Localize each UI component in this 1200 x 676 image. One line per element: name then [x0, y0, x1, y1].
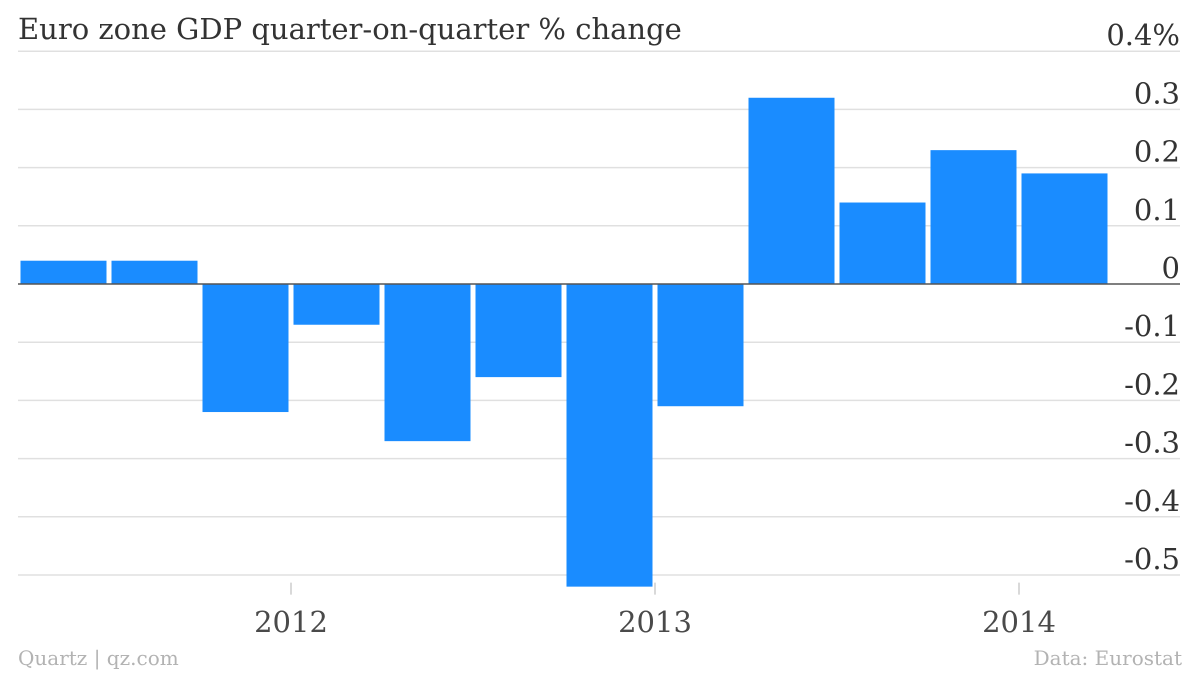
y-tick-label: -0.4: [1124, 484, 1180, 518]
data-source: Data: Eurostat: [1033, 646, 1182, 670]
bar-q3-2012: [384, 284, 471, 442]
x-tick-label: 2014: [982, 605, 1056, 639]
x-tick-label: 2013: [618, 605, 692, 639]
y-tick-label: 0.1: [1134, 193, 1180, 227]
axes: 0.4% 0.3 0.2 0.1 0 -0.1 -0.2 -0.3 -0.4 -0.5 2012 20…: [18, 18, 1180, 639]
bar-q3-2013: [748, 97, 835, 284]
bar-q2-2012: [293, 284, 380, 325]
bar-q2-2013: [657, 284, 744, 407]
y-tick-label: -0.2: [1124, 367, 1180, 401]
bar-q4-2011: [111, 260, 198, 284]
bar-q1-2012: [202, 284, 289, 413]
bar-q4-2013: [839, 202, 926, 284]
chart-title: Euro zone GDP quarter-on-quarter % chang…: [18, 12, 682, 46]
y-tick-label: 0.4%: [1106, 18, 1180, 52]
bar-q3-2011: [20, 260, 107, 284]
y-tick-label: -0.5: [1124, 542, 1180, 576]
source-credit: Quartz | qz.com: [18, 646, 179, 670]
bars: [20, 97, 1108, 587]
bar-q1-2013: [566, 284, 653, 587]
x-tick-label: 2012: [254, 605, 328, 639]
bar-q4-2012: [475, 284, 562, 378]
bar-q1-2014: [930, 150, 1017, 284]
y-tick-label: 0: [1162, 251, 1180, 285]
y-tick-label: 0.3: [1134, 76, 1180, 110]
bar-q2-2014: [1021, 173, 1108, 284]
y-tick-label: -0.1: [1124, 309, 1180, 343]
y-tick-label: -0.3: [1124, 426, 1180, 460]
y-tick-label: 0.2: [1134, 135, 1180, 169]
